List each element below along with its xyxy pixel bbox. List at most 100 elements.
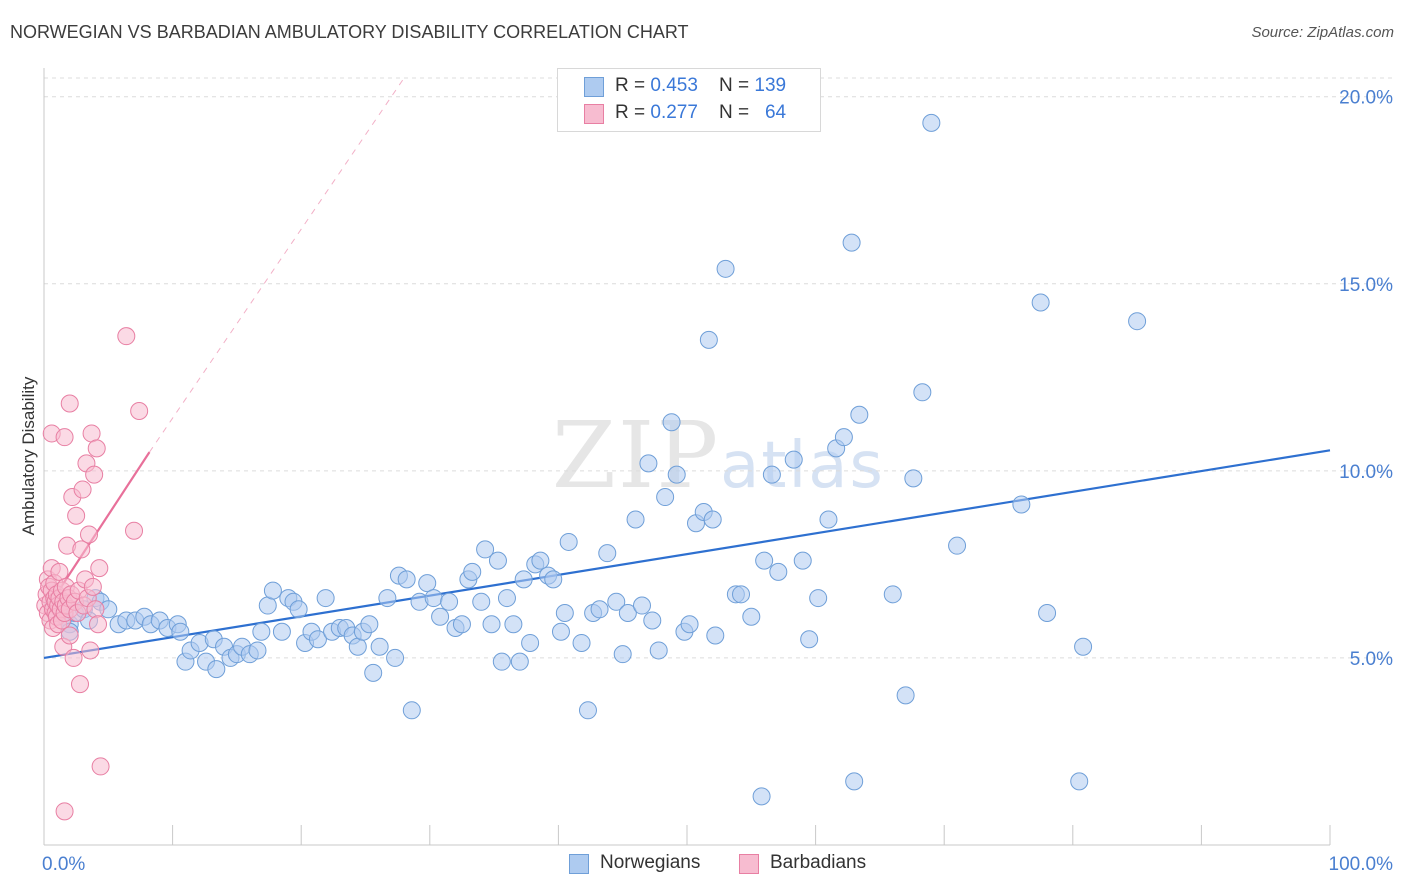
data-point-barbadians <box>90 559 109 578</box>
data-point-norwegians <box>819 510 838 529</box>
data-point-norwegians <box>667 465 686 484</box>
data-point-norwegians <box>263 581 282 600</box>
axes <box>43 68 1331 846</box>
legend-swatch-norwegians <box>569 854 589 874</box>
y-tick-label: 20.0% <box>1339 88 1393 109</box>
data-point-barbadians <box>82 424 101 443</box>
series-legend-label: Barbadians <box>770 852 867 873</box>
data-point-norwegians <box>1070 772 1089 791</box>
data-point-barbadians <box>86 600 105 619</box>
data-point-norwegians <box>492 652 511 671</box>
data-point-norwegians <box>755 551 774 570</box>
data-point-barbadians <box>73 480 92 499</box>
legend-swatch-norwegians <box>584 77 604 97</box>
data-point-norwegians <box>922 113 941 132</box>
data-point-norwegians <box>904 469 923 488</box>
correlation-legend: R = 0.453 N = 139 R = 0.277 N = 64 <box>557 68 821 132</box>
data-point-norwegians <box>397 570 416 589</box>
data-point-norwegians <box>769 562 788 581</box>
data-point-norwegians <box>370 637 389 656</box>
data-point-norwegians <box>555 604 574 623</box>
legend-r-value: 0.277 <box>650 102 698 123</box>
y-axis-label: Ambulatory Disability <box>19 376 38 535</box>
data-point-norwegians <box>845 772 864 791</box>
series-legend-label: Norwegians <box>600 852 701 873</box>
data-point-norwegians <box>662 413 681 432</box>
data-point-barbadians <box>117 327 136 346</box>
data-point-norwegians <box>896 686 915 705</box>
data-point-norwegians <box>452 615 471 634</box>
x-tick-label: 100.0% <box>1329 854 1394 875</box>
data-point-norwegians <box>742 607 761 626</box>
legend-r-value: 0.453 <box>650 75 698 96</box>
data-point-norwegians <box>386 648 405 667</box>
data-point-barbadians <box>64 648 83 667</box>
data-point-norwegians <box>514 570 533 589</box>
data-point-barbadians <box>71 675 90 694</box>
data-point-norwegians <box>948 536 967 555</box>
data-point-norwegians <box>440 592 459 611</box>
data-point-norwegians <box>424 589 443 608</box>
legend-n-label: N = <box>719 102 755 123</box>
legend-swatch-barbadians <box>584 104 604 124</box>
watermark-zip: ZIP <box>552 402 721 509</box>
data-point-norwegians <box>504 615 523 634</box>
data-point-norwegians <box>618 604 637 623</box>
data-point-barbadians <box>67 506 86 525</box>
data-point-norwegians <box>850 405 869 424</box>
y-tick-label: 15.0% <box>1339 275 1393 296</box>
data-point-norwegians <box>598 544 617 563</box>
data-point-norwegians <box>207 660 226 679</box>
data-point-norwegians <box>706 626 725 645</box>
data-point-barbadians <box>85 465 104 484</box>
data-point-norwegians <box>431 607 450 626</box>
data-point-norwegians <box>626 510 645 529</box>
data-point-norwegians <box>607 592 626 611</box>
data-point-barbadians <box>87 439 106 458</box>
data-point-norwegians <box>510 652 529 671</box>
legend-r-label: R = <box>615 102 651 123</box>
legend-r-label: R = <box>615 75 651 96</box>
tick-labels: 5.0% 10.0% 15.0% 20.0% 0.0% 100.0% <box>42 88 1393 875</box>
x-tick-label: 0.0% <box>42 854 85 875</box>
trend-extension-barbadians <box>149 77 405 453</box>
data-point-barbadians <box>50 562 69 581</box>
data-point-norwegians <box>578 701 597 720</box>
data-point-norwegians <box>913 383 932 402</box>
y-tick-label: 10.0% <box>1339 462 1393 483</box>
data-point-norwegians <box>732 585 751 604</box>
data-point-norwegians <box>364 663 383 682</box>
data-point-barbadians <box>55 428 74 447</box>
legend-n-label: N = <box>719 75 755 96</box>
data-point-norwegians <box>883 585 902 604</box>
data-point-norwegians <box>559 532 578 551</box>
data-point-norwegians <box>272 622 291 641</box>
data-point-norwegians <box>551 622 570 641</box>
data-point-norwegians <box>308 630 327 649</box>
legend-swatch-barbadians <box>739 854 759 874</box>
data-point-norwegians <box>418 574 437 593</box>
data-point-norwegians <box>800 630 819 649</box>
data-point-norwegians <box>1031 293 1050 312</box>
data-point-norwegians <box>482 615 501 634</box>
data-point-barbadians <box>83 577 102 596</box>
data-point-norwegians <box>752 787 771 806</box>
data-point-barbadians <box>80 525 99 544</box>
data-point-norwegians <box>289 600 308 619</box>
data-point-norwegians <box>1012 495 1031 514</box>
data-point-barbadians <box>125 521 144 540</box>
watermark: ZIPatlas <box>552 402 885 509</box>
data-point-norwegians <box>472 592 491 611</box>
y-tick-label: 5.0% <box>1350 649 1393 670</box>
data-point-norwegians <box>793 551 812 570</box>
data-point-norwegians <box>613 645 632 664</box>
data-point-norwegians <box>834 428 853 447</box>
source-credit: Source: ZipAtlas.com <box>1251 24 1394 41</box>
data-point-norwegians <box>716 259 735 278</box>
data-point-norwegians <box>531 551 550 570</box>
data-point-norwegians <box>639 454 658 473</box>
data-point-norwegians <box>248 641 267 660</box>
data-point-barbadians <box>81 641 100 660</box>
data-point-norwegians <box>402 701 421 720</box>
